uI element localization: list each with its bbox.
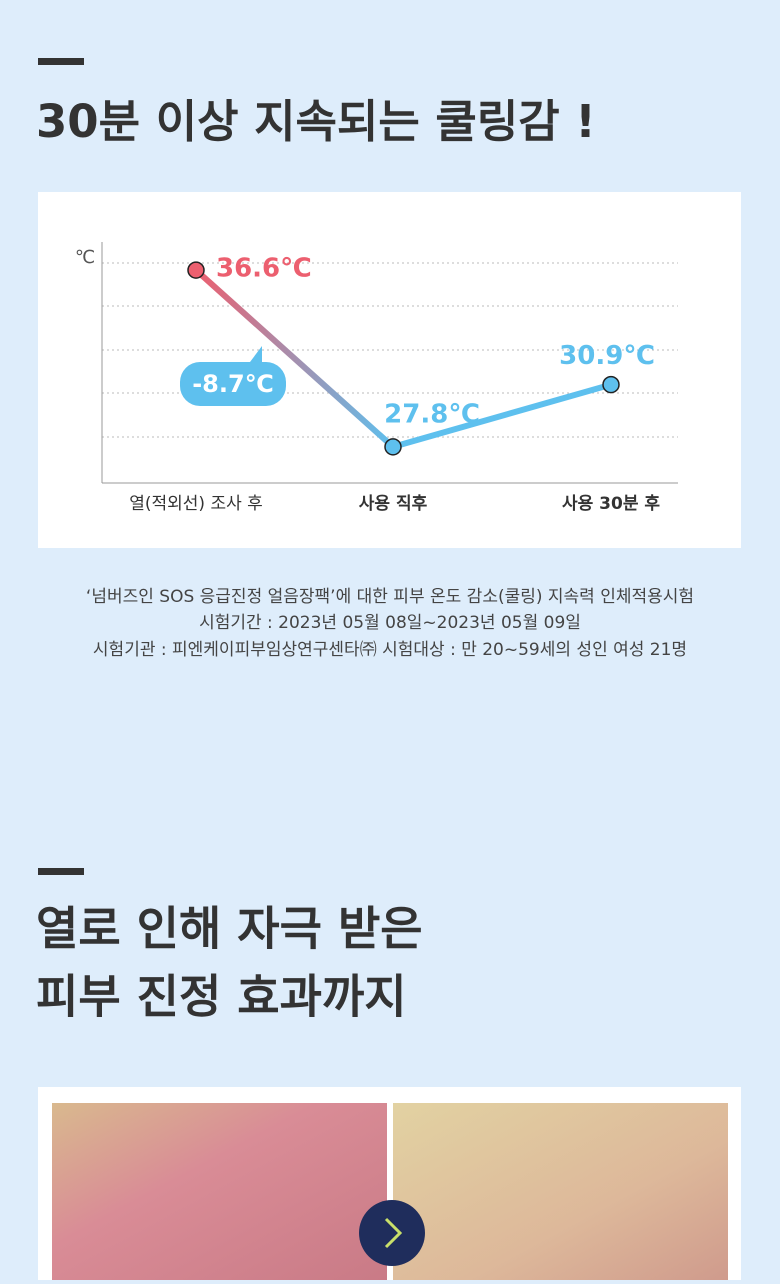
x-tick-label: 사용 30분 후 bbox=[562, 493, 660, 514]
footnote: 시험기관 : 피엔케이피부임상연구센타㈜ 시험대상 : 만 20~59세의 성인… bbox=[93, 640, 687, 660]
data-point bbox=[602, 375, 620, 394]
annotation: -8.7℃ bbox=[192, 370, 274, 398]
before-image bbox=[52, 1103, 387, 1283]
chart: ℃ -8.7℃ 36.6℃ 열(적외선) 조사 후 27.8℃ 사용 직후 30.9℃ 사용 … bbox=[75, 242, 678, 514]
x-tick-label: 사용 직후 bbox=[359, 493, 428, 514]
section-dash bbox=[38, 868, 84, 875]
section-title: 열로 인해 자극 받은 bbox=[36, 902, 423, 956]
footnote: ‘넘버즈인 SOS 응급진정 얼음장팩’에 대한 피부 온도 감소(쿨링) 지속… bbox=[86, 587, 694, 607]
section-title: 30분 이상 지속되는 쿨링감 ! bbox=[36, 95, 596, 148]
section-title: 피부 진정 효과까지 bbox=[36, 970, 407, 1024]
section-dash bbox=[38, 58, 84, 65]
data-point bbox=[187, 261, 205, 279]
data-point bbox=[384, 438, 402, 456]
value-label: 27.8℃ bbox=[384, 399, 480, 429]
chart-card bbox=[38, 192, 741, 548]
x-tick-label: 열(적외선) 조사 후 bbox=[129, 494, 263, 514]
y-axis-label: ℃ bbox=[75, 247, 95, 268]
footnote: 시험기간 : 2023년 05월 08일~2023년 05월 09일 bbox=[199, 613, 581, 633]
value-label: 30.9℃ bbox=[559, 341, 655, 371]
value-label: 36.6℃ bbox=[216, 254, 312, 284]
annotation-bubble bbox=[180, 346, 286, 406]
after-image bbox=[393, 1103, 728, 1283]
next-button[interactable] bbox=[359, 1200, 425, 1266]
